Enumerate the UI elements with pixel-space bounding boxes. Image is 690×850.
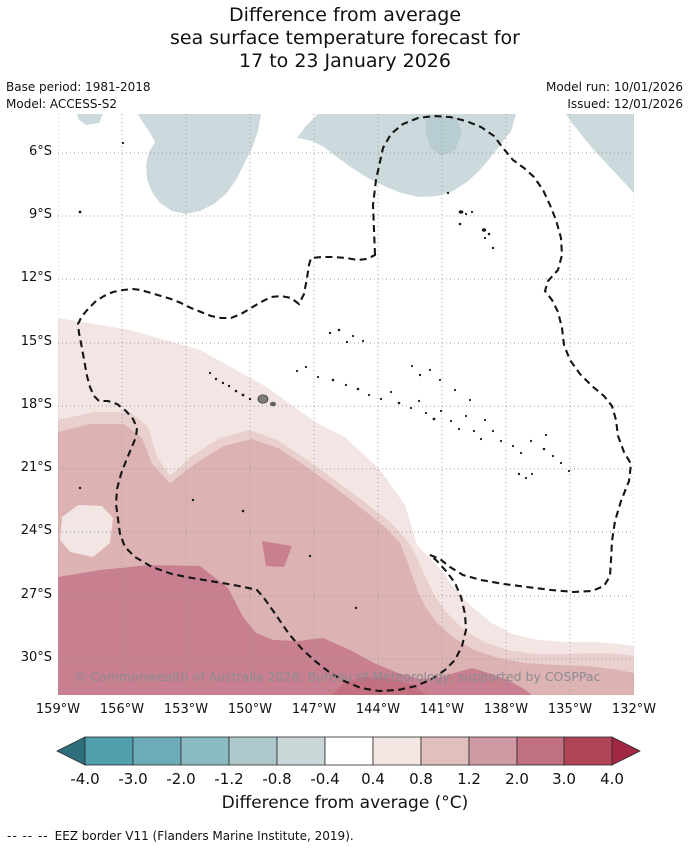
y-tick-30s: 30°S [20,650,52,665]
page-title-line-1: Difference from average [228,4,462,26]
y-tick-9s: 9°S [28,207,52,222]
colorbar-under-arrow [56,736,86,766]
cool-region-northeast [566,114,634,193]
island-dots [78,141,571,610]
cbar-tick-p0p8: 0.8 [409,770,433,788]
cbar-tick-p1p2: 1.2 [457,770,481,788]
x-tick-153w: 153°W [163,702,209,717]
eez-border-line [76,114,633,693]
warm-region-south-core [332,677,427,695]
eez-legend-label: EEZ border V11 (Flanders Marine Institut… [54,829,354,843]
model-run-label: Model run: 10/01/2026 [545,80,683,94]
x-tick-141w: 141°W [419,702,465,717]
y-tick-18s: 18°S [20,397,52,412]
x-tick-159w: 159°W [35,702,81,717]
cool-region-north-central [297,114,516,197]
x-tick-150w: 150°W [227,702,273,717]
x-tick-135w: 135°W [547,702,593,717]
x-tick-132w: 132°W [611,702,657,717]
model-label: Model: ACCESS-S2 [6,97,118,111]
cool-region-northwest [131,114,261,214]
y-tick-15s: 15°S [20,334,52,349]
warm-region-2p0 [58,565,532,695]
eez-legend: -- -- -- EEZ border V11 (Flanders Marine … [7,829,354,843]
cbar-tick-n3: -3.0 [118,770,148,788]
cbar-tick-p3: 3.0 [552,770,576,788]
x-tick-156w: 156°W [99,702,145,717]
page-title-line-2: sea surface temperature forecast for [170,27,520,49]
y-tick-24s: 24°S [20,523,52,538]
page-title-line-3: 17 to 23 January 2026 [239,50,451,72]
copyright-notice: © Commonwealth of Australia 2026, Bureau… [74,669,601,684]
eez-legend-dash-symbol: -- -- -- [7,829,49,843]
graticule [58,114,634,695]
colorbar-over-arrow [611,736,641,766]
cbar-tick-n4: -4.0 [70,770,100,788]
warm-patch-triangle [262,541,292,567]
cool-region-nw-small [77,114,103,125]
warm-inner-light-pocket [60,505,113,557]
base-period-label: Base period: 1981-2018 [6,80,151,94]
cbar-tick-n0p8: -0.8 [262,770,292,788]
cbar-tick-n1p2: -1.2 [214,770,244,788]
y-tick-6s: 6°S [28,144,52,159]
tahiti-island [257,394,276,407]
cool-core-dark-patch [425,115,462,156]
colorbar [56,736,641,766]
x-tick-138w: 138°W [483,702,529,717]
cbar-tick-p2: 2.0 [505,770,529,788]
x-tick-147w: 147°W [291,702,337,717]
issued-label: Issued: 12/01/2026 [567,97,683,111]
cbar-tick-p0p4: 0.4 [361,770,385,788]
cbar-tick-n0p4: -0.4 [310,770,340,788]
y-tick-12s: 12°S [20,270,52,285]
x-tick-144w: 144°W [355,702,401,717]
cbar-tick-n2: -2.0 [166,770,196,788]
colorbar-title: Difference from average (°C) [221,793,469,813]
y-tick-21s: 21°S [20,460,52,475]
cbar-tick-p4: 4.0 [600,770,624,788]
y-tick-27s: 27°S [20,587,52,602]
